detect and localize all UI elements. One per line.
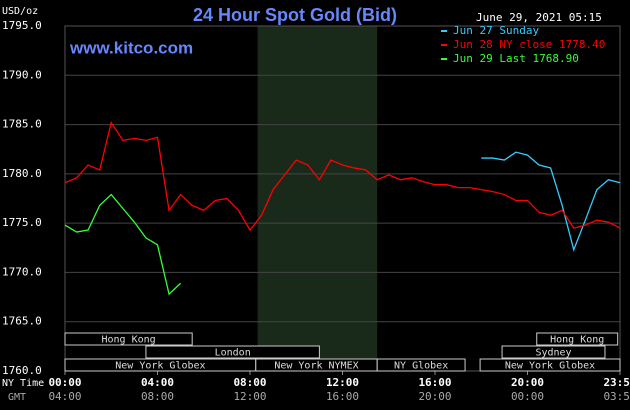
- x-tick-label: 08:00: [233, 376, 266, 389]
- series-line: [64, 120, 621, 232]
- session-box: [376, 358, 466, 372]
- timestamp: June 29, 2021 05:15: [476, 11, 602, 24]
- gmt-tick-label: 16:00: [326, 390, 359, 403]
- series-line: [481, 151, 621, 252]
- y-tick-label: 1795.0: [2, 19, 42, 32]
- y-tick-label: 1785.0: [2, 118, 42, 131]
- y-tick-label: 1760.0: [2, 364, 42, 377]
- session-box: [64, 332, 193, 346]
- gmt-tick-label: 04:00: [48, 390, 81, 403]
- y-tick-label: 1775.0: [2, 216, 42, 229]
- y-tick-label: 1790.0: [2, 68, 42, 81]
- unit-label: USD/oz: [2, 6, 38, 17]
- x-tick-label: 16:00: [418, 376, 451, 389]
- legend-label: Jun 29 Last 1768.90: [453, 52, 579, 65]
- session-label: New York Globex: [505, 361, 595, 372]
- session-label: New York NYMEX: [274, 361, 358, 372]
- gmt-tick-label: 20:00: [418, 390, 451, 403]
- source: www.kitco.com: [69, 38, 193, 57]
- gmt-tick-label: 00:00: [511, 390, 544, 403]
- y-tick-label: 1770.0: [2, 265, 42, 278]
- session-label: Hong Kong: [550, 335, 604, 346]
- session-box: [536, 332, 619, 346]
- x-row-label: NY Time: [2, 378, 44, 389]
- x-tick-label: 23:59: [603, 376, 630, 389]
- x-row-label: GMT: [8, 392, 26, 403]
- y-tick-label: 1780.0: [2, 167, 42, 180]
- chart-title: 24 Hour Spot Gold (Bid): [193, 5, 397, 25]
- session-label: New York Globex: [115, 361, 205, 372]
- y-tick-label: 1765.0: [2, 315, 42, 328]
- session-box: [501, 345, 606, 359]
- session-box: [479, 358, 621, 372]
- gmt-tick-label: 12:00: [233, 390, 266, 403]
- session-label: Sydney: [535, 348, 571, 359]
- gmt-tick-label: 03:59: [603, 390, 630, 403]
- session-label: Hong Kong: [102, 335, 156, 346]
- x-tick-label: 04:00: [141, 376, 174, 389]
- session-box: [145, 345, 320, 359]
- gmt-tick-label: 08:00: [141, 390, 174, 403]
- legend-label: Jun 28 NY close 1778.40: [453, 38, 605, 51]
- x-tick-label: 00:00: [48, 376, 81, 389]
- session-label: London: [215, 348, 251, 359]
- x-tick-label: 12:00: [326, 376, 359, 389]
- series-line: [64, 193, 182, 296]
- legend-label: Jun 27 Sunday: [453, 24, 539, 37]
- session-label: NY Globex: [394, 361, 448, 372]
- shade-band: [257, 26, 378, 371]
- x-tick-label: 20:00: [511, 376, 544, 389]
